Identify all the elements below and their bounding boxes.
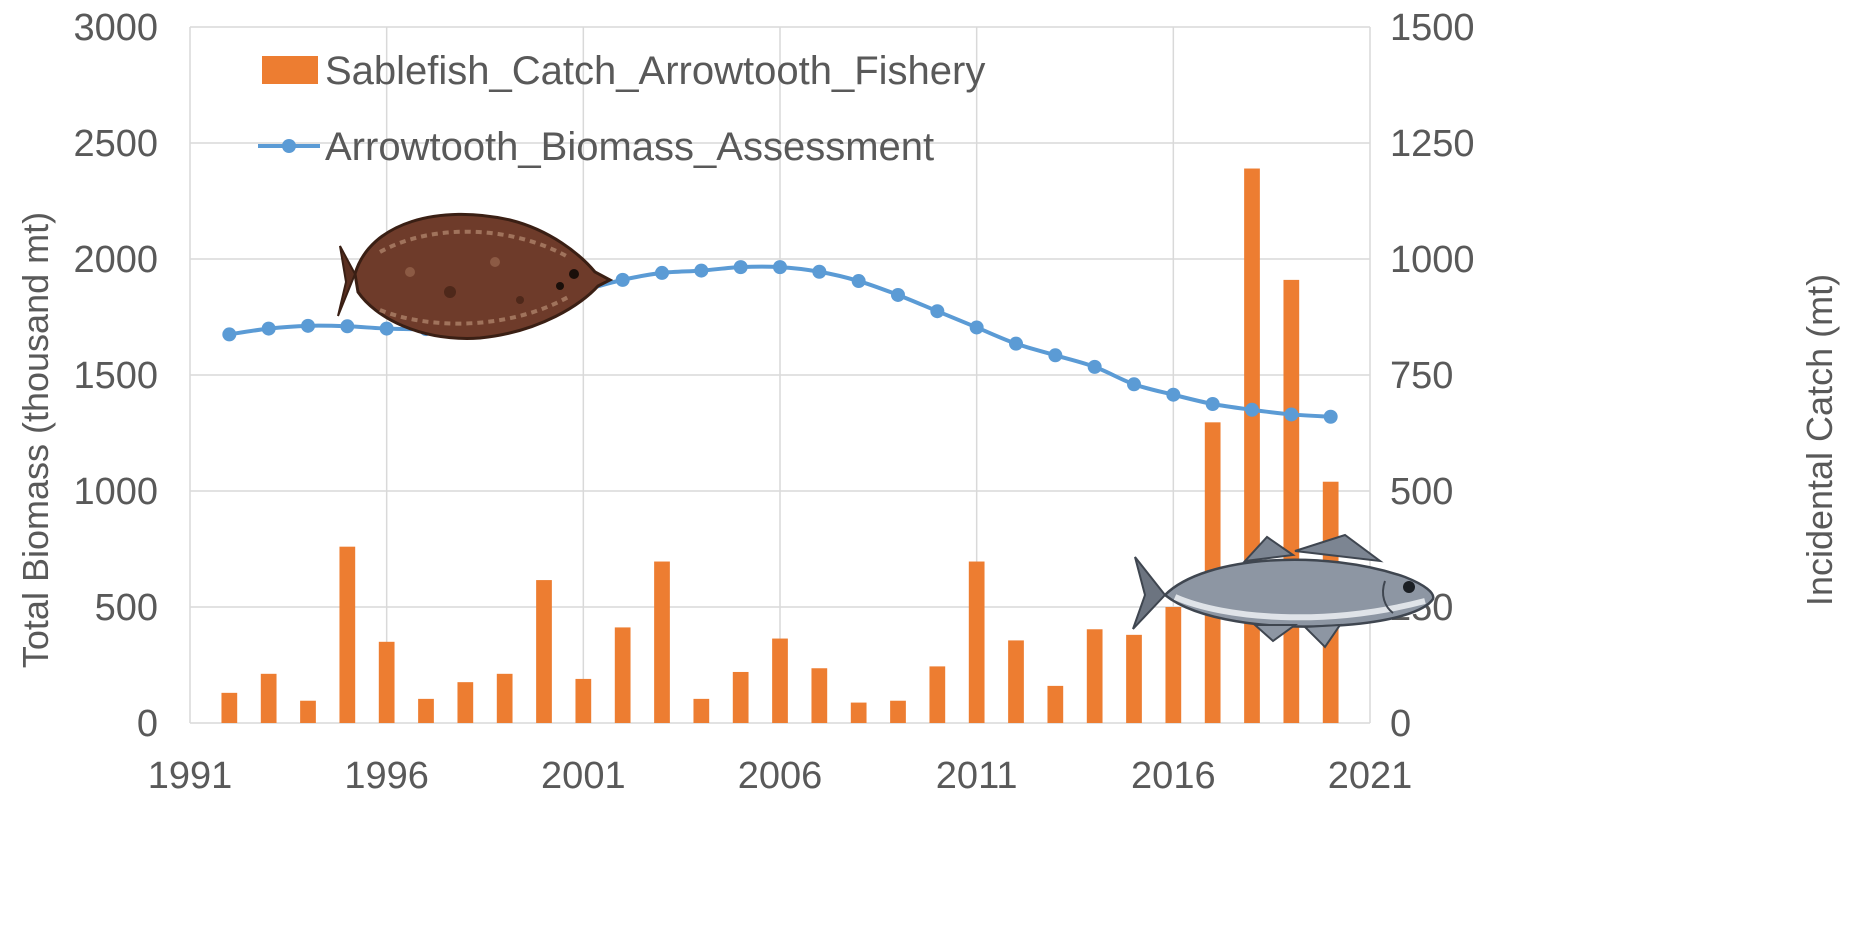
bar-2001 — [575, 678, 592, 723]
x-tick-label: 2016 — [1131, 755, 1216, 797]
legend-item-bar: Sablefish_Catch_Arrowtooth_Fishery — [262, 49, 985, 93]
sablefish-illustration — [1132, 533, 1435, 649]
x-tick-label: 2001 — [541, 755, 626, 797]
biomass-point-2007 — [812, 264, 827, 279]
biomass-point-2004 — [694, 263, 709, 278]
y-left-tick-label: 1500 — [73, 355, 158, 397]
x-tick-label: 2011 — [936, 755, 1018, 797]
biomass-point-2009 — [891, 287, 905, 302]
bar-2012 — [1008, 640, 1024, 723]
bar-2016 — [1165, 607, 1182, 723]
bar-2015 — [1126, 634, 1142, 723]
bar-2008 — [850, 702, 867, 723]
legend: Sablefish_Catch_Arrowtooth_Fishery Arrow… — [258, 49, 985, 169]
y-right-tick-label: 750 — [1390, 355, 1453, 397]
y-left-tick-label: 0 — [137, 703, 158, 745]
bar-2013 — [1047, 685, 1064, 723]
y-left-tick-label: 2500 — [73, 123, 158, 165]
y-left-tick-label: 500 — [95, 587, 158, 629]
y-left-tick-label: 1000 — [73, 471, 158, 513]
bar-2018 — [1244, 168, 1260, 723]
y-right-tick-label: 500 — [1390, 471, 1453, 513]
y-right-tick-label: 1000 — [1390, 239, 1475, 281]
y-axis-right-title: Incidental Catch (mt) — [1799, 274, 1840, 606]
biomass-point-2003 — [655, 265, 669, 280]
bar-1994 — [300, 700, 316, 723]
y-left-tick-label: 2000 — [73, 239, 158, 281]
legend-item-line: Arrowtooth_Biomass_Assessment — [258, 125, 934, 169]
right-axis-ticks: 0250500750100012501500 — [1390, 7, 1475, 745]
bar-2003 — [654, 561, 670, 723]
y-axis-left-title: Total Biomass (thousand mt) — [15, 212, 56, 668]
bar-1992 — [221, 692, 238, 723]
x-tick-label: 2021 — [1328, 755, 1413, 797]
biomass-point-2010 — [930, 304, 945, 319]
bar-1993 — [260, 673, 277, 723]
legend-swatch-marker — [282, 139, 296, 153]
legend-swatch-bar — [262, 56, 318, 84]
bar-2000 — [536, 580, 552, 723]
biomass-point-2006 — [773, 260, 787, 275]
y-right-tick-label: 0 — [1390, 703, 1411, 745]
bar-2006 — [772, 638, 788, 723]
legend-label-bar: Sablefish_Catch_Arrowtooth_Fishery — [325, 49, 985, 93]
x-tick-label: 2006 — [738, 755, 823, 797]
y-right-tick-label: 1250 — [1390, 123, 1475, 165]
biomass-point-2002 — [615, 272, 630, 287]
bar-1998 — [457, 682, 474, 723]
biomass-point-1994 — [301, 318, 315, 333]
left-axis-ticks: 0 500 1000 1500 2000 2500 3000 — [73, 7, 158, 745]
bar-2014 — [1086, 629, 1103, 723]
biomass-point-2011 — [969, 320, 984, 335]
biomass-point-1995 — [340, 319, 355, 334]
biomass-point-2012 — [1009, 336, 1023, 351]
x-tick-label: 1991 — [148, 755, 233, 797]
bar-2009 — [890, 700, 906, 723]
bar-2005 — [732, 671, 749, 723]
bar-2019 — [1283, 279, 1300, 723]
bar-1997 — [418, 698, 434, 723]
biomass-point-2013 — [1048, 348, 1063, 363]
y-right-tick-label: 1500 — [1390, 7, 1475, 49]
bar-2010 — [929, 666, 946, 723]
bar-2007 — [811, 668, 828, 723]
biomass-point-1993 — [261, 321, 276, 336]
legend-label-line: Arrowtooth_Biomass_Assessment — [325, 125, 934, 169]
biomass-point-1996 — [379, 321, 394, 336]
bar-1995 — [339, 546, 356, 723]
bar-2011 — [968, 561, 985, 723]
biomass-point-2017 — [1205, 397, 1220, 411]
bar-2002 — [614, 627, 631, 723]
x-tick-label: 1996 — [344, 755, 429, 797]
biomass-point-2015 — [1127, 377, 1141, 392]
biomass-point-2020 — [1323, 409, 1338, 424]
bar-2004 — [693, 698, 710, 723]
biomass-point-2008 — [851, 274, 866, 289]
arrowtooth-flounder-illustration — [337, 212, 614, 340]
y-left-tick-label: 3000 — [73, 7, 158, 49]
biomass-point-2019 — [1284, 407, 1299, 422]
biomass-point-2018 — [1245, 402, 1259, 417]
x-axis-ticks: 1991 1996 2001 2006 2011 2016 2021 — [148, 755, 1413, 797]
biomass-point-1992 — [222, 327, 237, 342]
biomass-point-2014 — [1087, 359, 1102, 374]
biomass-point-2016 — [1166, 387, 1181, 402]
bar-1996 — [378, 641, 395, 723]
bar-1999 — [496, 673, 513, 723]
biomass-point-2005 — [733, 260, 748, 275]
